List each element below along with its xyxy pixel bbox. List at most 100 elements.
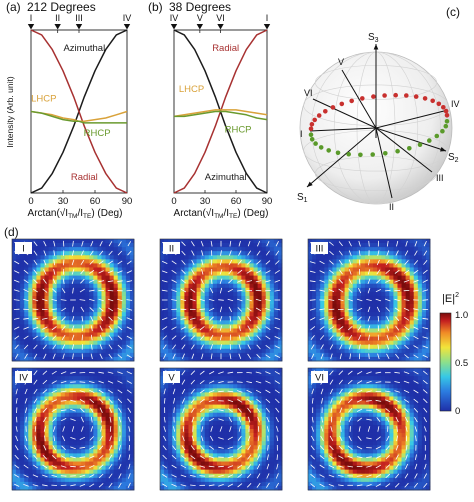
map-cell bbox=[180, 267, 185, 272]
map-cell bbox=[360, 247, 366, 252]
map-cell bbox=[125, 392, 131, 397]
map-cell bbox=[204, 271, 210, 276]
polarization-arrow bbox=[274, 326, 281, 330]
map-cell bbox=[425, 243, 431, 248]
map-cell bbox=[188, 267, 193, 272]
map-cell bbox=[129, 485, 135, 491]
map-cell bbox=[385, 287, 390, 293]
map-cell bbox=[20, 328, 25, 333]
series-line-rhcp bbox=[174, 110, 268, 121]
map-cell bbox=[16, 408, 21, 414]
map-cell bbox=[216, 429, 222, 434]
map-cell bbox=[85, 320, 90, 325]
map-cell bbox=[204, 324, 210, 329]
map-cell bbox=[369, 320, 374, 325]
map-cell bbox=[56, 259, 62, 264]
map-cell bbox=[216, 412, 222, 418]
map-cell bbox=[73, 380, 78, 385]
map-cell bbox=[48, 461, 54, 466]
map-cell bbox=[336, 239, 341, 244]
map-cell bbox=[129, 275, 135, 281]
map-cell bbox=[64, 356, 70, 362]
map-cell bbox=[352, 304, 358, 309]
polarization-arrow bbox=[32, 484, 39, 487]
map-cell bbox=[168, 312, 173, 317]
map-cell bbox=[381, 275, 386, 281]
map-cell bbox=[233, 271, 238, 276]
map-cell bbox=[64, 392, 70, 397]
map-cell bbox=[24, 485, 29, 491]
map-cell bbox=[52, 295, 58, 301]
map-cell bbox=[364, 324, 370, 329]
map-cell bbox=[56, 453, 62, 458]
map-cell bbox=[389, 271, 394, 276]
map-cell bbox=[229, 283, 234, 289]
map-cell bbox=[253, 255, 258, 260]
map-cell bbox=[397, 356, 402, 362]
map-cell bbox=[417, 259, 423, 264]
map-cell bbox=[208, 340, 214, 346]
map-cell bbox=[24, 263, 29, 268]
map-cell bbox=[24, 332, 29, 337]
map-cell bbox=[409, 263, 415, 268]
map-cell bbox=[160, 372, 165, 377]
series-label-azimuthal: Azimuthal bbox=[205, 172, 247, 183]
map-cell bbox=[233, 251, 238, 256]
map-cell bbox=[36, 316, 41, 321]
polarization-arrow bbox=[23, 317, 29, 320]
map-cell bbox=[229, 295, 234, 301]
map-cell bbox=[192, 336, 197, 342]
map-cell bbox=[36, 392, 41, 397]
map-cell bbox=[204, 429, 210, 434]
polarization-arrow bbox=[328, 279, 335, 284]
map-cell bbox=[261, 340, 267, 346]
map-cell bbox=[401, 283, 406, 289]
map-cell bbox=[233, 267, 238, 272]
map-cell bbox=[340, 283, 345, 289]
map-cell bbox=[168, 304, 173, 309]
map-cell bbox=[393, 283, 398, 289]
map-cell bbox=[253, 287, 258, 293]
map-cell bbox=[180, 376, 185, 381]
map-cell bbox=[101, 308, 106, 313]
map-cell bbox=[12, 376, 17, 381]
map-cell bbox=[28, 348, 33, 354]
map-cell bbox=[77, 388, 82, 393]
map-cell bbox=[180, 437, 185, 442]
map-cell bbox=[208, 300, 214, 305]
map-cell bbox=[113, 336, 119, 342]
map-cell bbox=[393, 263, 398, 268]
map-cell bbox=[129, 320, 135, 325]
map-cell bbox=[89, 300, 94, 305]
map-cell bbox=[233, 247, 238, 252]
map-cell bbox=[93, 320, 98, 325]
map-cell bbox=[277, 279, 283, 285]
map-cell bbox=[89, 336, 94, 342]
map-cell bbox=[200, 263, 206, 268]
map-cell bbox=[40, 465, 45, 471]
map-cell bbox=[125, 304, 131, 309]
map-cell bbox=[417, 328, 423, 333]
map-cell bbox=[129, 388, 135, 393]
map-cell bbox=[180, 429, 185, 434]
map-cell bbox=[332, 316, 337, 321]
map-cell bbox=[81, 267, 86, 272]
map-cell bbox=[20, 291, 25, 297]
polarization-arrow bbox=[256, 250, 261, 256]
map-cell bbox=[241, 275, 246, 281]
map-cell bbox=[68, 344, 74, 350]
map-cell bbox=[196, 404, 202, 410]
map-cell bbox=[60, 312, 66, 317]
map-cell bbox=[48, 259, 54, 264]
map-cell bbox=[245, 312, 250, 317]
map-cell bbox=[48, 308, 54, 313]
map-cell bbox=[160, 396, 165, 401]
map-cell bbox=[97, 445, 102, 450]
polarization-arrow bbox=[330, 353, 333, 360]
polarization-arrow bbox=[348, 241, 352, 247]
panel-b-label: (b) bbox=[148, 0, 163, 14]
map-cell bbox=[73, 429, 78, 434]
map-cell bbox=[36, 291, 41, 297]
map-cell bbox=[320, 279, 325, 285]
